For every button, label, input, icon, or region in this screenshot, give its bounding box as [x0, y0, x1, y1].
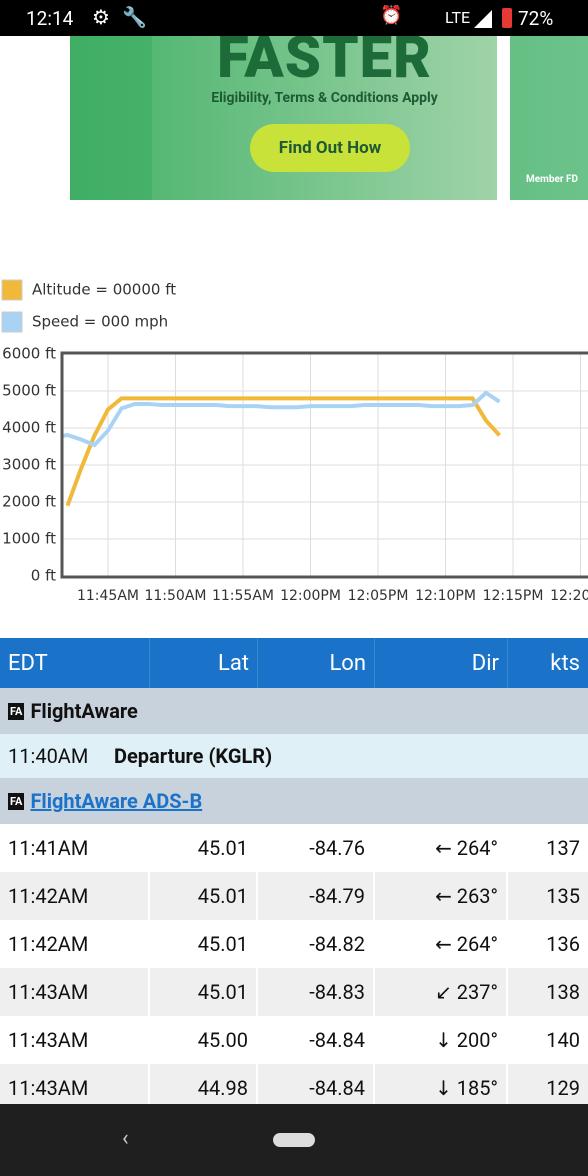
y-tick-label: 4000 ft [2, 419, 56, 437]
series-line [65, 396, 501, 507]
table-header: EDT Lat Lon Dir kts [0, 638, 588, 688]
nav-bar: ‹ [0, 1104, 588, 1176]
y-tick-label: 2000 ft [2, 493, 56, 511]
legend-label: Altitude = 00000 ft [32, 281, 176, 299]
source-cell: FA FlightAware [0, 688, 588, 734]
ad-footnote: Member FD [526, 174, 578, 185]
data-cell: 45.01 [150, 872, 258, 920]
x-tick-label: 11:50AM [144, 588, 206, 604]
x-tick-label: 12:05PM [348, 588, 409, 604]
ad-banner[interactable]: FASTER Eligibility, Terms & Conditions A… [70, 36, 588, 200]
data-cell: -84.84 [258, 1064, 375, 1112]
y-tick-label: 0 ft [31, 567, 56, 585]
x-tick-label: 12:10PM [415, 588, 476, 604]
event-label: Departure (KGLR) [114, 744, 273, 768]
y-tick-label: 6000 ft [2, 345, 56, 363]
data-cell: 45.01 [150, 920, 258, 968]
data-cell: 45.01 [150, 968, 258, 1016]
series-line [62, 390, 501, 448]
column-header: Dir [375, 638, 508, 688]
data-cell: ← 264° [375, 920, 508, 968]
data-cell: ↙ 237° [375, 968, 508, 1016]
table: EDT Lat Lon Dir kts FA FlightAware 11:40AM Depar… [0, 638, 588, 1112]
data-cell: 11:41AM [0, 824, 150, 872]
data-cell: -84.79 [258, 872, 375, 920]
data-cell: ← 263° [375, 872, 508, 920]
ad-headline: FASTER [217, 36, 432, 92]
data-cell: 11:42AM [0, 872, 150, 920]
column-header: Lat [150, 638, 258, 688]
data-cell: ← 264° [375, 824, 508, 872]
x-tick-label: 11:45AM [77, 588, 139, 604]
data-cell: 11:43AM [0, 1016, 150, 1064]
plot-frame [60, 351, 588, 579]
battery-icon [502, 8, 512, 28]
y-tick-label: 1000 ft [2, 530, 56, 548]
source-header: FA FlightAware ADS-B [0, 778, 588, 824]
data-cell: 135 [546, 884, 580, 908]
data-row: 11:43AM 45.01 -84.83 ↙ 237° 138 [0, 968, 588, 1016]
data-row: 11:42AM 45.01 -84.79 ← 263° 135 [0, 872, 588, 920]
data-cell: 129 [546, 1076, 580, 1100]
legend-swatch [1, 311, 23, 333]
home-button[interactable] [273, 1133, 315, 1147]
ad-subtitle: Eligibility, Terms & Conditions Apply [211, 90, 438, 106]
data-cell: 138 [546, 980, 580, 1004]
data-cell: 45.00 [150, 1016, 258, 1064]
source-logo: FA [8, 792, 25, 810]
network: LTE [445, 8, 471, 27]
data-row: 11:43AM 45.00 -84.84 ↓ 200° 140 [0, 1016, 588, 1064]
data-cell: -84.82 [258, 920, 375, 968]
battery: 72% [518, 7, 554, 30]
x-tick-label: 12:15PM [483, 588, 544, 604]
data-cell: 11:43AM [0, 968, 150, 1016]
source-name[interactable]: FlightAware ADS-B [30, 789, 203, 813]
x-tick-label: 12:00PM [280, 588, 341, 604]
column-header: EDT [0, 638, 150, 688]
data-cell: 11:42AM [0, 920, 150, 968]
alarm-icon: ⏰ [380, 5, 403, 26]
column-header: Lon [258, 638, 375, 688]
x-tick-label: 12:20PM [550, 588, 588, 604]
data-cell: ↓ 185° [375, 1064, 508, 1112]
data-cell: ↓ 200° [375, 1016, 508, 1064]
ad-divider [497, 36, 510, 200]
data-row: 11:41AM 45.01 -84.76 ← 264° 137 [0, 824, 588, 872]
source-name: FlightAware [30, 699, 138, 723]
data-cell: -84.84 [258, 1016, 375, 1064]
data-cell: -84.76 [258, 824, 375, 872]
tool-icon: 🔧 [122, 5, 147, 29]
ad-panel [152, 36, 497, 200]
event-time: 11:40AM [8, 744, 89, 768]
ad-button[interactable]: Find Out How [250, 124, 410, 172]
signal-icon [474, 10, 492, 28]
x-tick-label: 11:55AM [212, 588, 274, 604]
legend-swatch [1, 279, 23, 301]
y-tick-label: 5000 ft [2, 382, 56, 400]
data-cell: 11:43AM [0, 1064, 150, 1112]
column-header: kts [550, 650, 580, 676]
data-cell: 45.01 [150, 824, 258, 872]
source-logo: FA [8, 702, 25, 720]
data-cell: 140 [546, 1028, 580, 1052]
data-cell: -84.83 [258, 968, 375, 1016]
y-tick-label: 3000 ft [2, 456, 56, 474]
data-cell: 136 [546, 932, 580, 956]
status-bar: 12:14 ⚙ 🔧 ⏰ LTE 72% [0, 0, 588, 36]
data-row: 11:42AM 45.01 -84.82 ← 264° 136 [0, 920, 588, 968]
clock: 12:14 [26, 7, 74, 30]
settings-icon: ⚙ [92, 5, 110, 29]
legend-label: Speed = 000 mph [32, 313, 168, 331]
back-button[interactable]: ‹ [122, 1126, 129, 1151]
source-cell: FA FlightAware ADS-B [0, 778, 588, 824]
data-cell: 44.98 [150, 1064, 258, 1112]
source-header: FA FlightAware [0, 688, 588, 734]
data-cell: 137 [546, 836, 580, 860]
chart: Altitude = 00000 ft Speed = 000 mph 0 ft 10… [1, 279, 588, 604]
event-row: 11:40AM Departure (KGLR) [0, 734, 588, 778]
